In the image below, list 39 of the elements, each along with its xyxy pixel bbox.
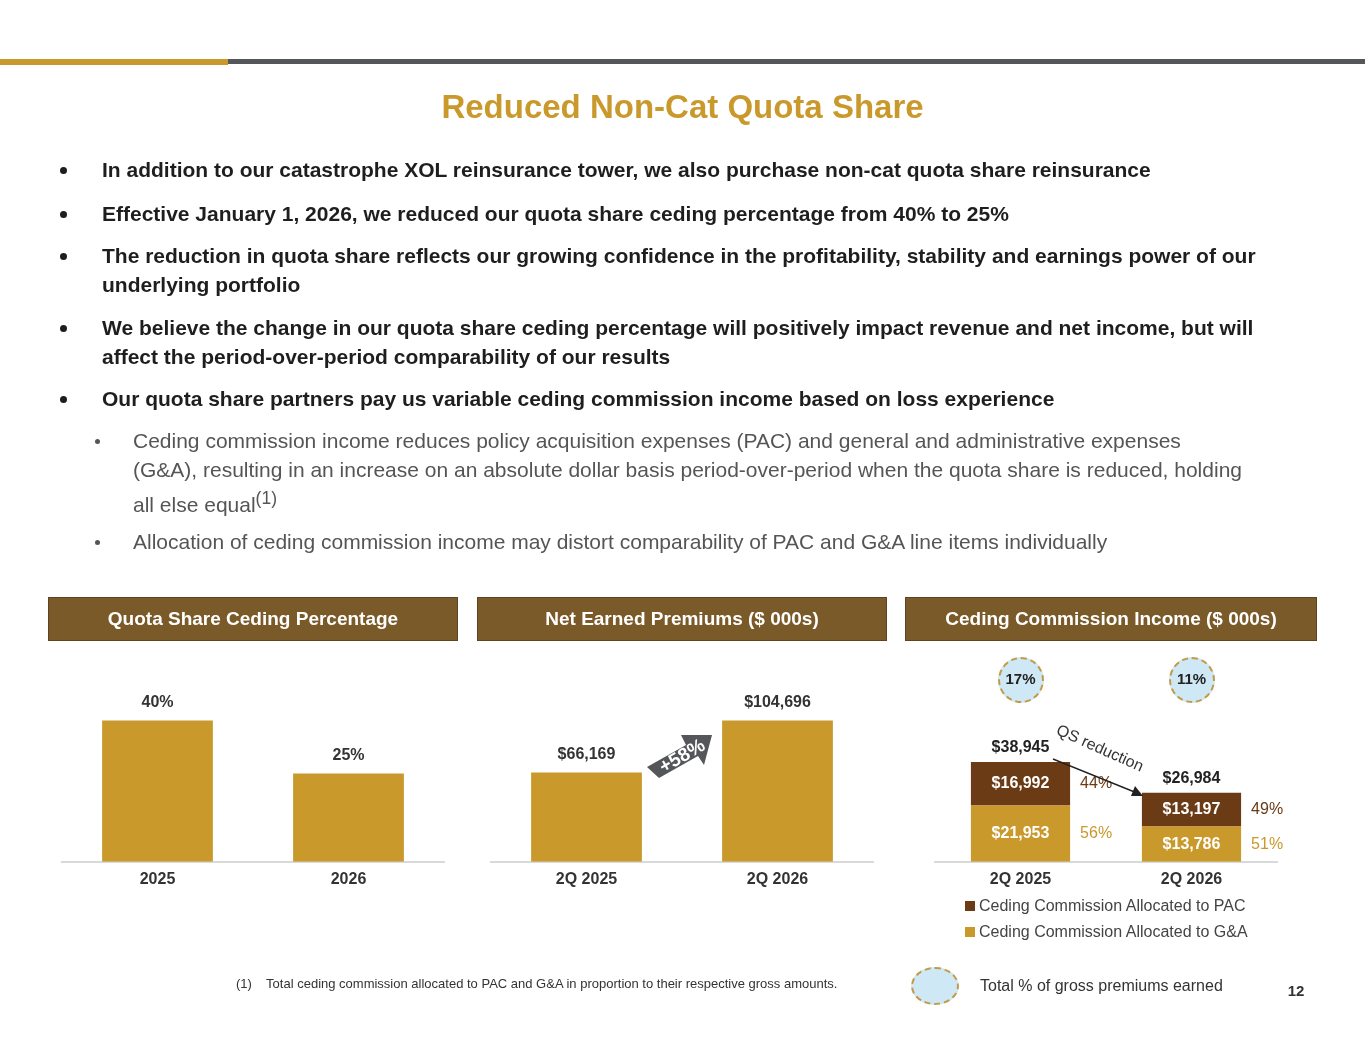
data-label: $16,992 — [991, 774, 1050, 792]
annotation: 44% — [1080, 774, 1113, 792]
x-tick-label: 2Q 2026 — [746, 869, 809, 887]
text: Total % of gross premiums earned — [980, 977, 1223, 995]
text: The reduction in quota share reflects our growing confidence in the profitability, stability and earnings power of our underlying portfolio — [102, 243, 1257, 298]
legend-label: Ceding Commission Allocated to PAC — [979, 897, 1246, 915]
text: Allocation of ceding commission income may distort comparability of PAC and G&A line items individually — [133, 529, 1109, 555]
text: 11% — [1175, 670, 1208, 687]
data-label: 25% — [332, 745, 365, 763]
data-label: 40% — [141, 692, 174, 710]
data-label: $66,169 — [557, 744, 616, 762]
x-tick-label: 2025 — [139, 869, 176, 887]
text: Our quota share partners pay us variable ceding commission income based on loss experience — [102, 386, 1056, 412]
legend-label: Ceding Commission Allocated to G&A — [979, 923, 1248, 941]
annotation: 56% — [1080, 824, 1113, 842]
text: Reduced Non-Cat Quota Share — [440, 88, 925, 126]
annotation: 49% — [1251, 799, 1284, 817]
annotation: 51% — [1251, 834, 1284, 852]
text: (1) Total ceding commission allocated to PAC and G&A in proportion to their respective gross amounts. — [236, 976, 838, 991]
text: 17% — [1004, 670, 1037, 687]
total-label: $38,945 — [991, 738, 1050, 756]
x-tick-label: 2Q 2025 — [989, 869, 1052, 887]
text: Effective January 1, 2026, we reduced our quota share ceding percentage from 40% to 25% — [102, 201, 1010, 227]
text: We believe the change in our quota share ceding percentage will positively impact revenue and net income, but will affect the period-over-period comparability of our results — [102, 315, 1255, 370]
text: In addition to our catastrophe XOL reinsurance tower, we also purchase non-cat quota share reinsurance — [102, 157, 1152, 183]
data-label: $13,786 — [1162, 834, 1221, 852]
chart-title: Net Earned Premiums ($ 000s) — [477, 597, 887, 641]
data-label: $21,953 — [991, 824, 1050, 842]
text: Ceding commission income reduces policy acquisition expenses (PAC) and general and administrative expenses (G&A), resulting in an increase on an absolute dollar basis period-over-period when the quota share is reduced, holding all else equal$^{(1)}$ — [133, 428, 1243, 518]
x-tick-label: 2Q 2025 — [555, 869, 618, 887]
text: 12 — [1286, 982, 1306, 999]
chart-title: Quota Share Ceding Percentage — [48, 597, 458, 641]
data-label: $104,696 — [744, 692, 811, 710]
x-tick-label: 2026 — [330, 869, 367, 887]
annotation: +58% — [654, 733, 710, 779]
x-tick-label: 2Q 2026 — [1160, 869, 1223, 887]
total-label: $26,984 — [1162, 769, 1221, 787]
chart-title: Ceding Commission Income ($ 000s) — [905, 597, 1317, 641]
data-label: $13,197 — [1162, 799, 1221, 817]
